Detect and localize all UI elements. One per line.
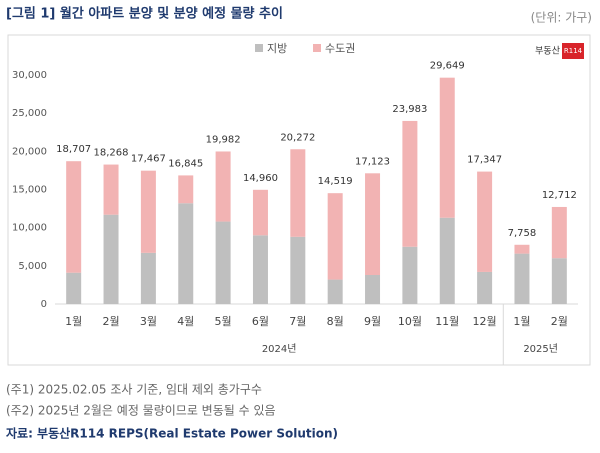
bar-segment xyxy=(103,164,119,215)
logo-text: 부동산 xyxy=(535,46,560,57)
bar-segment xyxy=(327,279,343,304)
bar-segment xyxy=(178,175,194,204)
bar-segment xyxy=(365,173,381,275)
total-label: 29,649 xyxy=(430,61,465,72)
x-tick-label: 3월 xyxy=(140,315,157,328)
logo-badge xyxy=(562,43,584,59)
x-tick-label: 9월 xyxy=(364,315,381,328)
y-tick-label: 20,000 xyxy=(12,146,47,157)
x-tick-label: 2월 xyxy=(551,315,568,328)
bar-segment xyxy=(365,274,381,304)
unit-label: (단위: 가구) xyxy=(531,11,592,25)
bar-segment xyxy=(402,120,418,247)
x-tick-label: 11월 xyxy=(435,315,459,328)
total-label: 18,707 xyxy=(56,144,91,155)
total-label: 19,982 xyxy=(206,134,241,145)
bar-segment xyxy=(514,253,530,304)
total-label: 17,347 xyxy=(467,155,502,166)
bar-segment xyxy=(66,161,82,273)
bar-segment xyxy=(290,236,306,304)
x-tick-label: 10월 xyxy=(398,315,422,328)
bar-segment xyxy=(290,149,306,237)
x-tick-label: 7월 xyxy=(289,315,306,328)
total-label: 7,758 xyxy=(508,228,537,239)
group-label: 2025년 xyxy=(523,343,558,355)
bar-segment xyxy=(402,246,418,304)
bar-segment xyxy=(252,189,268,236)
y-tick-label: 25,000 xyxy=(12,108,47,119)
bar-segment xyxy=(215,151,231,222)
x-tick-label: 12월 xyxy=(473,315,497,328)
total-label: 23,983 xyxy=(392,104,427,115)
x-tick-label: 5월 xyxy=(215,315,232,328)
bar-segment xyxy=(66,272,82,304)
group-label: 2024년 xyxy=(262,343,297,355)
legend-swatch xyxy=(255,44,263,52)
chart-title: [그림 1] 월간 아파트 분양 및 분양 예정 물량 추이 xyxy=(6,6,283,22)
bar-segment xyxy=(140,170,156,253)
bar-segment xyxy=(215,221,231,304)
total-label: 12,712 xyxy=(542,190,577,201)
bar-segment xyxy=(439,217,455,304)
y-tick-label: 15,000 xyxy=(12,185,47,196)
bar-segment xyxy=(514,244,530,254)
bar-segment xyxy=(178,203,194,304)
y-tick-label: 5,000 xyxy=(18,261,47,272)
note: (주2) 2025년 2월은 예정 물량이므로 변동될 수 있음 xyxy=(6,404,276,418)
total-label: 20,272 xyxy=(280,132,315,143)
x-tick-label: 1월 xyxy=(65,315,82,328)
logo-badge-text: R114 xyxy=(564,47,583,55)
total-label: 17,467 xyxy=(131,154,166,165)
legend-label: 지방 xyxy=(267,42,287,55)
bar-segment xyxy=(103,214,119,304)
chart-frame xyxy=(7,34,591,366)
total-label: 17,123 xyxy=(355,156,390,167)
bar-segment xyxy=(140,252,156,304)
source: 자료: 부동산R114 REPS(Real Estate Power Solut… xyxy=(6,426,338,441)
total-label: 14,960 xyxy=(243,173,278,184)
y-tick-label: 10,000 xyxy=(12,223,47,234)
y-tick-label: 0 xyxy=(41,299,47,310)
bar-segment xyxy=(439,77,455,218)
x-tick-label: 6월 xyxy=(252,315,269,328)
x-tick-label: 4월 xyxy=(177,315,194,328)
bar-segment xyxy=(252,235,268,304)
x-tick-label: 2월 xyxy=(102,315,119,328)
x-tick-label: 8월 xyxy=(327,315,344,328)
bar-segment xyxy=(551,206,567,259)
note: (주1) 2025.02.05 조사 기준, 임대 제외 총가구수 xyxy=(6,383,262,397)
bar-segment xyxy=(551,258,567,304)
total-label: 18,268 xyxy=(94,148,129,159)
total-label: 14,519 xyxy=(318,176,353,187)
bar-segment xyxy=(327,193,343,280)
legend-swatch xyxy=(313,44,321,52)
total-label: 16,845 xyxy=(168,158,203,169)
bar-segment xyxy=(477,271,493,304)
bar-segment xyxy=(477,171,493,272)
x-tick-label: 1월 xyxy=(513,315,530,328)
legend-label: 수도권 xyxy=(325,42,355,55)
y-tick-label: 30,000 xyxy=(12,70,47,81)
